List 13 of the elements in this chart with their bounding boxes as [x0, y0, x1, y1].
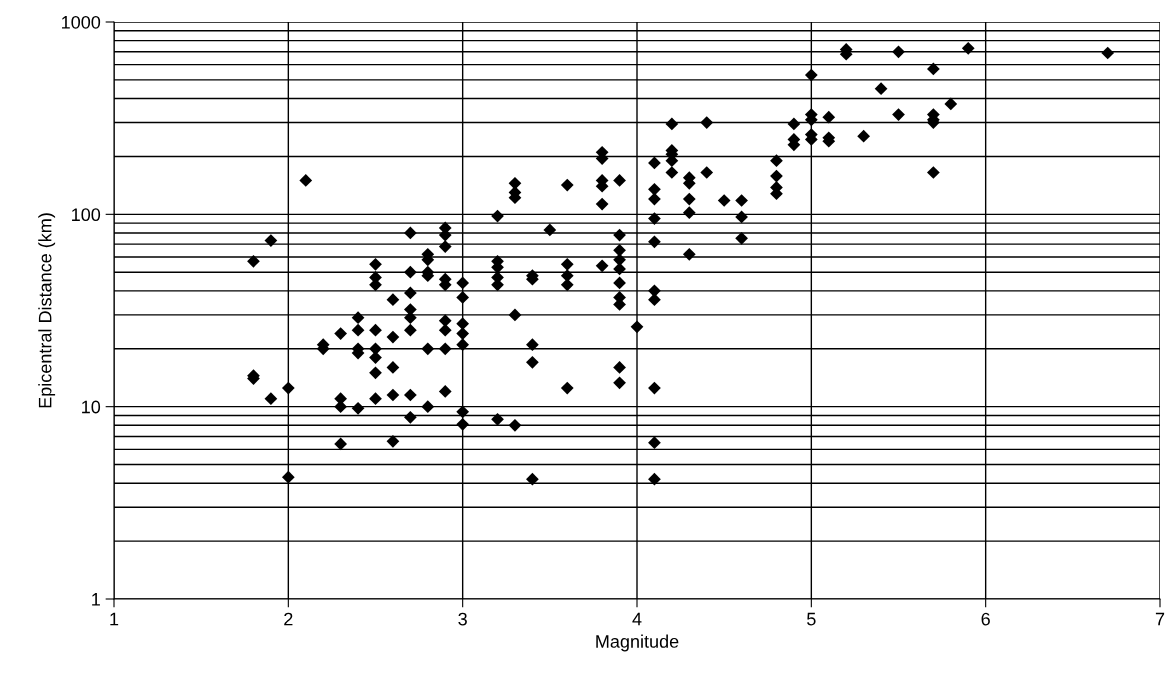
x-tick-label: 6	[981, 612, 990, 626]
y-tick-label: 1	[92, 593, 100, 606]
y-tick-label: 1000	[62, 15, 101, 29]
x-tick-label: 4	[632, 612, 642, 626]
x-tick-label: 7	[1155, 612, 1165, 626]
y-tick-label: 100	[72, 208, 101, 222]
x-axis-title: Magnitude	[596, 634, 679, 652]
x-tick-label: 5	[807, 612, 816, 626]
x-tick-label: 2	[284, 612, 293, 626]
y-tick-label: 10	[82, 400, 101, 414]
y-axis-title: Epicentral Distance (km)	[38, 213, 56, 408]
x-tick-label: 3	[458, 612, 467, 626]
x-tick-label: 1	[110, 612, 119, 626]
